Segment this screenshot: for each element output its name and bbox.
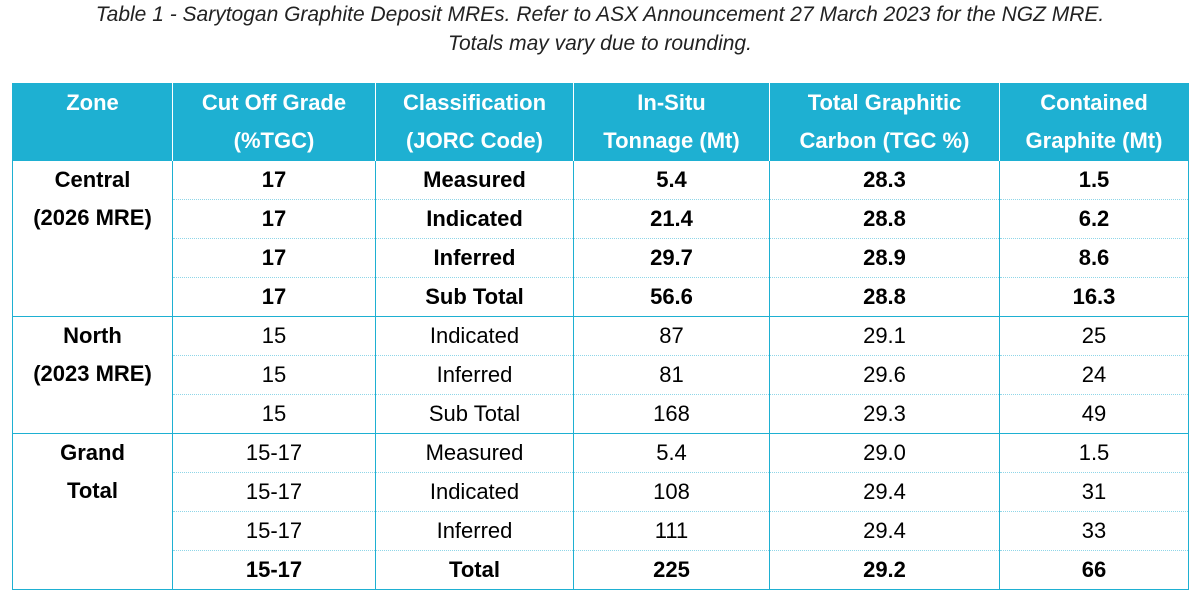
- tgc-cell: 28.3: [769, 161, 1000, 200]
- header-contained-graphite-line-1: Contained: [1040, 90, 1148, 115]
- header-contained-graphite: Contained Graphite (Mt): [999, 83, 1189, 161]
- classification-cell: Indicated: [375, 316, 574, 356]
- tonnage-cell: 108: [573, 472, 770, 512]
- header-total-graphitic-carbon-line-2: Carbon (TGC %): [799, 128, 970, 153]
- header-total-graphitic-carbon-line-1: Total Graphitic: [807, 90, 962, 115]
- cut-off-grade-cell: 15: [172, 394, 376, 434]
- tgc-cell: 29.3: [769, 394, 1000, 434]
- classification-cell: Inferred: [375, 511, 574, 551]
- zone-cell: North (2023 MRE): [12, 316, 173, 434]
- header-classification-line-2: (JORC Code): [406, 128, 543, 153]
- classification-cell: Inferred: [375, 355, 574, 395]
- tgc-cell: 29.2: [769, 550, 1000, 590]
- zone-label-line: North: [63, 323, 122, 348]
- header-classification-line-1: Classification: [402, 90, 547, 115]
- classification-cell: Inferred: [375, 238, 574, 278]
- cut-off-grade-cell: 15-17: [172, 433, 376, 473]
- zone-cell: Grand Total: [12, 433, 173, 590]
- caption-line-1: Table 1 - Sarytogan Graphite Deposit MRE…: [95, 3, 1105, 26]
- table-row: 17 Indicated 21.4 28.8 6.2: [13, 199, 1189, 239]
- tonnage-cell: 21.4: [573, 199, 770, 239]
- cut-off-grade-cell: 17: [172, 161, 376, 200]
- tonnage-cell: 56.6: [573, 277, 770, 317]
- tonnage-cell: 225: [573, 550, 770, 590]
- caption-line-2: Totals may vary due to rounding.: [448, 32, 752, 55]
- table-row: 15-17 Total 225 29.2 66: [13, 550, 1189, 590]
- header-zone-line-2: [13, 122, 172, 160]
- tgc-cell: 29.6: [769, 355, 1000, 395]
- header-in-situ-tonnage-line-2: Tonnage (Mt): [603, 128, 740, 153]
- contained-graphite-cell: 33: [999, 511, 1189, 551]
- classification-cell: Measured: [375, 161, 574, 200]
- table-caption: Table 1 - Sarytogan Graphite Deposit MRE…: [0, 0, 1200, 58]
- classification-cell: Measured: [375, 433, 574, 473]
- contained-graphite-cell: 66: [999, 550, 1189, 590]
- table-row: 15 Sub Total 168 29.3 49: [13, 394, 1189, 434]
- mre-table: Zone Cut Off Grade (%TGC) Classification (J…: [12, 83, 1189, 590]
- tgc-cell: 29.4: [769, 511, 1000, 551]
- zone-cell: Central (2026 MRE): [12, 161, 173, 317]
- classification-cell: Total: [375, 550, 574, 590]
- cut-off-grade-cell: 15: [172, 316, 376, 356]
- header-zone-line-1: Zone: [66, 90, 119, 115]
- tonnage-cell: 5.4: [573, 433, 770, 473]
- table-row: Central (2026 MRE) 17 Measured 5.4 28.3 1.5: [12, 161, 1189, 317]
- classification-cell: Indicated: [375, 199, 574, 239]
- table-row: North (2023 MRE) 15 Indicated 87 29.1 25: [12, 316, 1189, 434]
- contained-graphite-cell: 16.3: [999, 277, 1189, 317]
- table-row: 17 Sub Total 56.6 28.8 16.3: [13, 277, 1189, 317]
- tgc-cell: 29.1: [769, 316, 1000, 356]
- header-contained-graphite-line-2: Graphite (Mt): [1025, 128, 1163, 153]
- contained-graphite-cell: 24: [999, 355, 1189, 395]
- tgc-cell: 28.8: [769, 277, 1000, 317]
- table-row: 15-17 Inferred 111 29.4 33: [13, 511, 1189, 551]
- contained-graphite-cell: 1.5: [999, 161, 1189, 200]
- tonnage-cell: 81: [573, 355, 770, 395]
- cut-off-grade-cell: 17: [172, 238, 376, 278]
- classification-cell: Sub Total: [375, 394, 574, 434]
- table-row: 17 Inferred 29.7 28.9 8.6: [13, 238, 1189, 278]
- cut-off-grade-cell: 15-17: [172, 550, 376, 590]
- zone-label-line: Central: [54, 167, 131, 192]
- cut-off-grade-cell: 15: [172, 355, 376, 395]
- header-in-situ-tonnage-line-1: In-Situ: [637, 90, 706, 115]
- contained-graphite-cell: 25: [999, 316, 1189, 356]
- tgc-cell: 29.4: [769, 472, 1000, 512]
- contained-graphite-cell: 8.6: [999, 238, 1189, 278]
- cut-off-grade-cell: 17: [172, 277, 376, 317]
- zone-label-line: Grand: [60, 440, 125, 465]
- header-classification: Classification (JORC Code): [375, 83, 574, 161]
- cut-off-grade-cell: 17: [172, 199, 376, 239]
- header-in-situ-tonnage: In-Situ Tonnage (Mt): [573, 83, 770, 161]
- header-total-graphitic-carbon: Total Graphitic Carbon (TGC %): [769, 83, 1000, 161]
- contained-graphite-cell: 49: [999, 394, 1189, 434]
- classification-cell: Indicated: [375, 472, 574, 512]
- tonnage-cell: 168: [573, 394, 770, 434]
- table-row: 15 Inferred 81 29.6 24: [13, 355, 1189, 395]
- tgc-cell: 28.9: [769, 238, 1000, 278]
- tgc-cell: 28.8: [769, 199, 1000, 239]
- tonnage-cell: 111: [573, 511, 770, 551]
- table-body: Central (2026 MRE) 17 Measured 5.4 28.3 1.5 17 I…: [12, 161, 1189, 590]
- header-cut-off-grade-line-2: (%TGC): [233, 128, 315, 153]
- cut-off-grade-cell: 15-17: [172, 472, 376, 512]
- zone-label-line: (2023 MRE): [33, 361, 152, 386]
- tgc-cell: 29.0: [769, 433, 1000, 473]
- contained-graphite-cell: 1.5: [999, 433, 1189, 473]
- contained-graphite-cell: 31: [999, 472, 1189, 512]
- header-zone: Zone: [12, 83, 173, 161]
- contained-graphite-cell: 6.2: [999, 199, 1189, 239]
- table-row: Grand Total 15-17 Measured 5.4 29.0 1.5: [12, 433, 1189, 590]
- zone-label-line: Total: [67, 478, 118, 503]
- cut-off-grade-cell: 15-17: [172, 511, 376, 551]
- table-row: 15-17 Indicated 108 29.4 31: [13, 472, 1189, 512]
- header-cut-off-grade-line-1: Cut Off Grade: [201, 90, 347, 115]
- classification-cell: Sub Total: [375, 277, 574, 317]
- tonnage-cell: 29.7: [573, 238, 770, 278]
- tonnage-cell: 5.4: [573, 161, 770, 200]
- header-cut-off-grade: Cut Off Grade (%TGC): [172, 83, 376, 161]
- header-row: Zone Cut Off Grade (%TGC) Classification (J…: [12, 83, 1189, 161]
- zone-label-line: (2026 MRE): [33, 205, 152, 230]
- tonnage-cell: 87: [573, 316, 770, 356]
